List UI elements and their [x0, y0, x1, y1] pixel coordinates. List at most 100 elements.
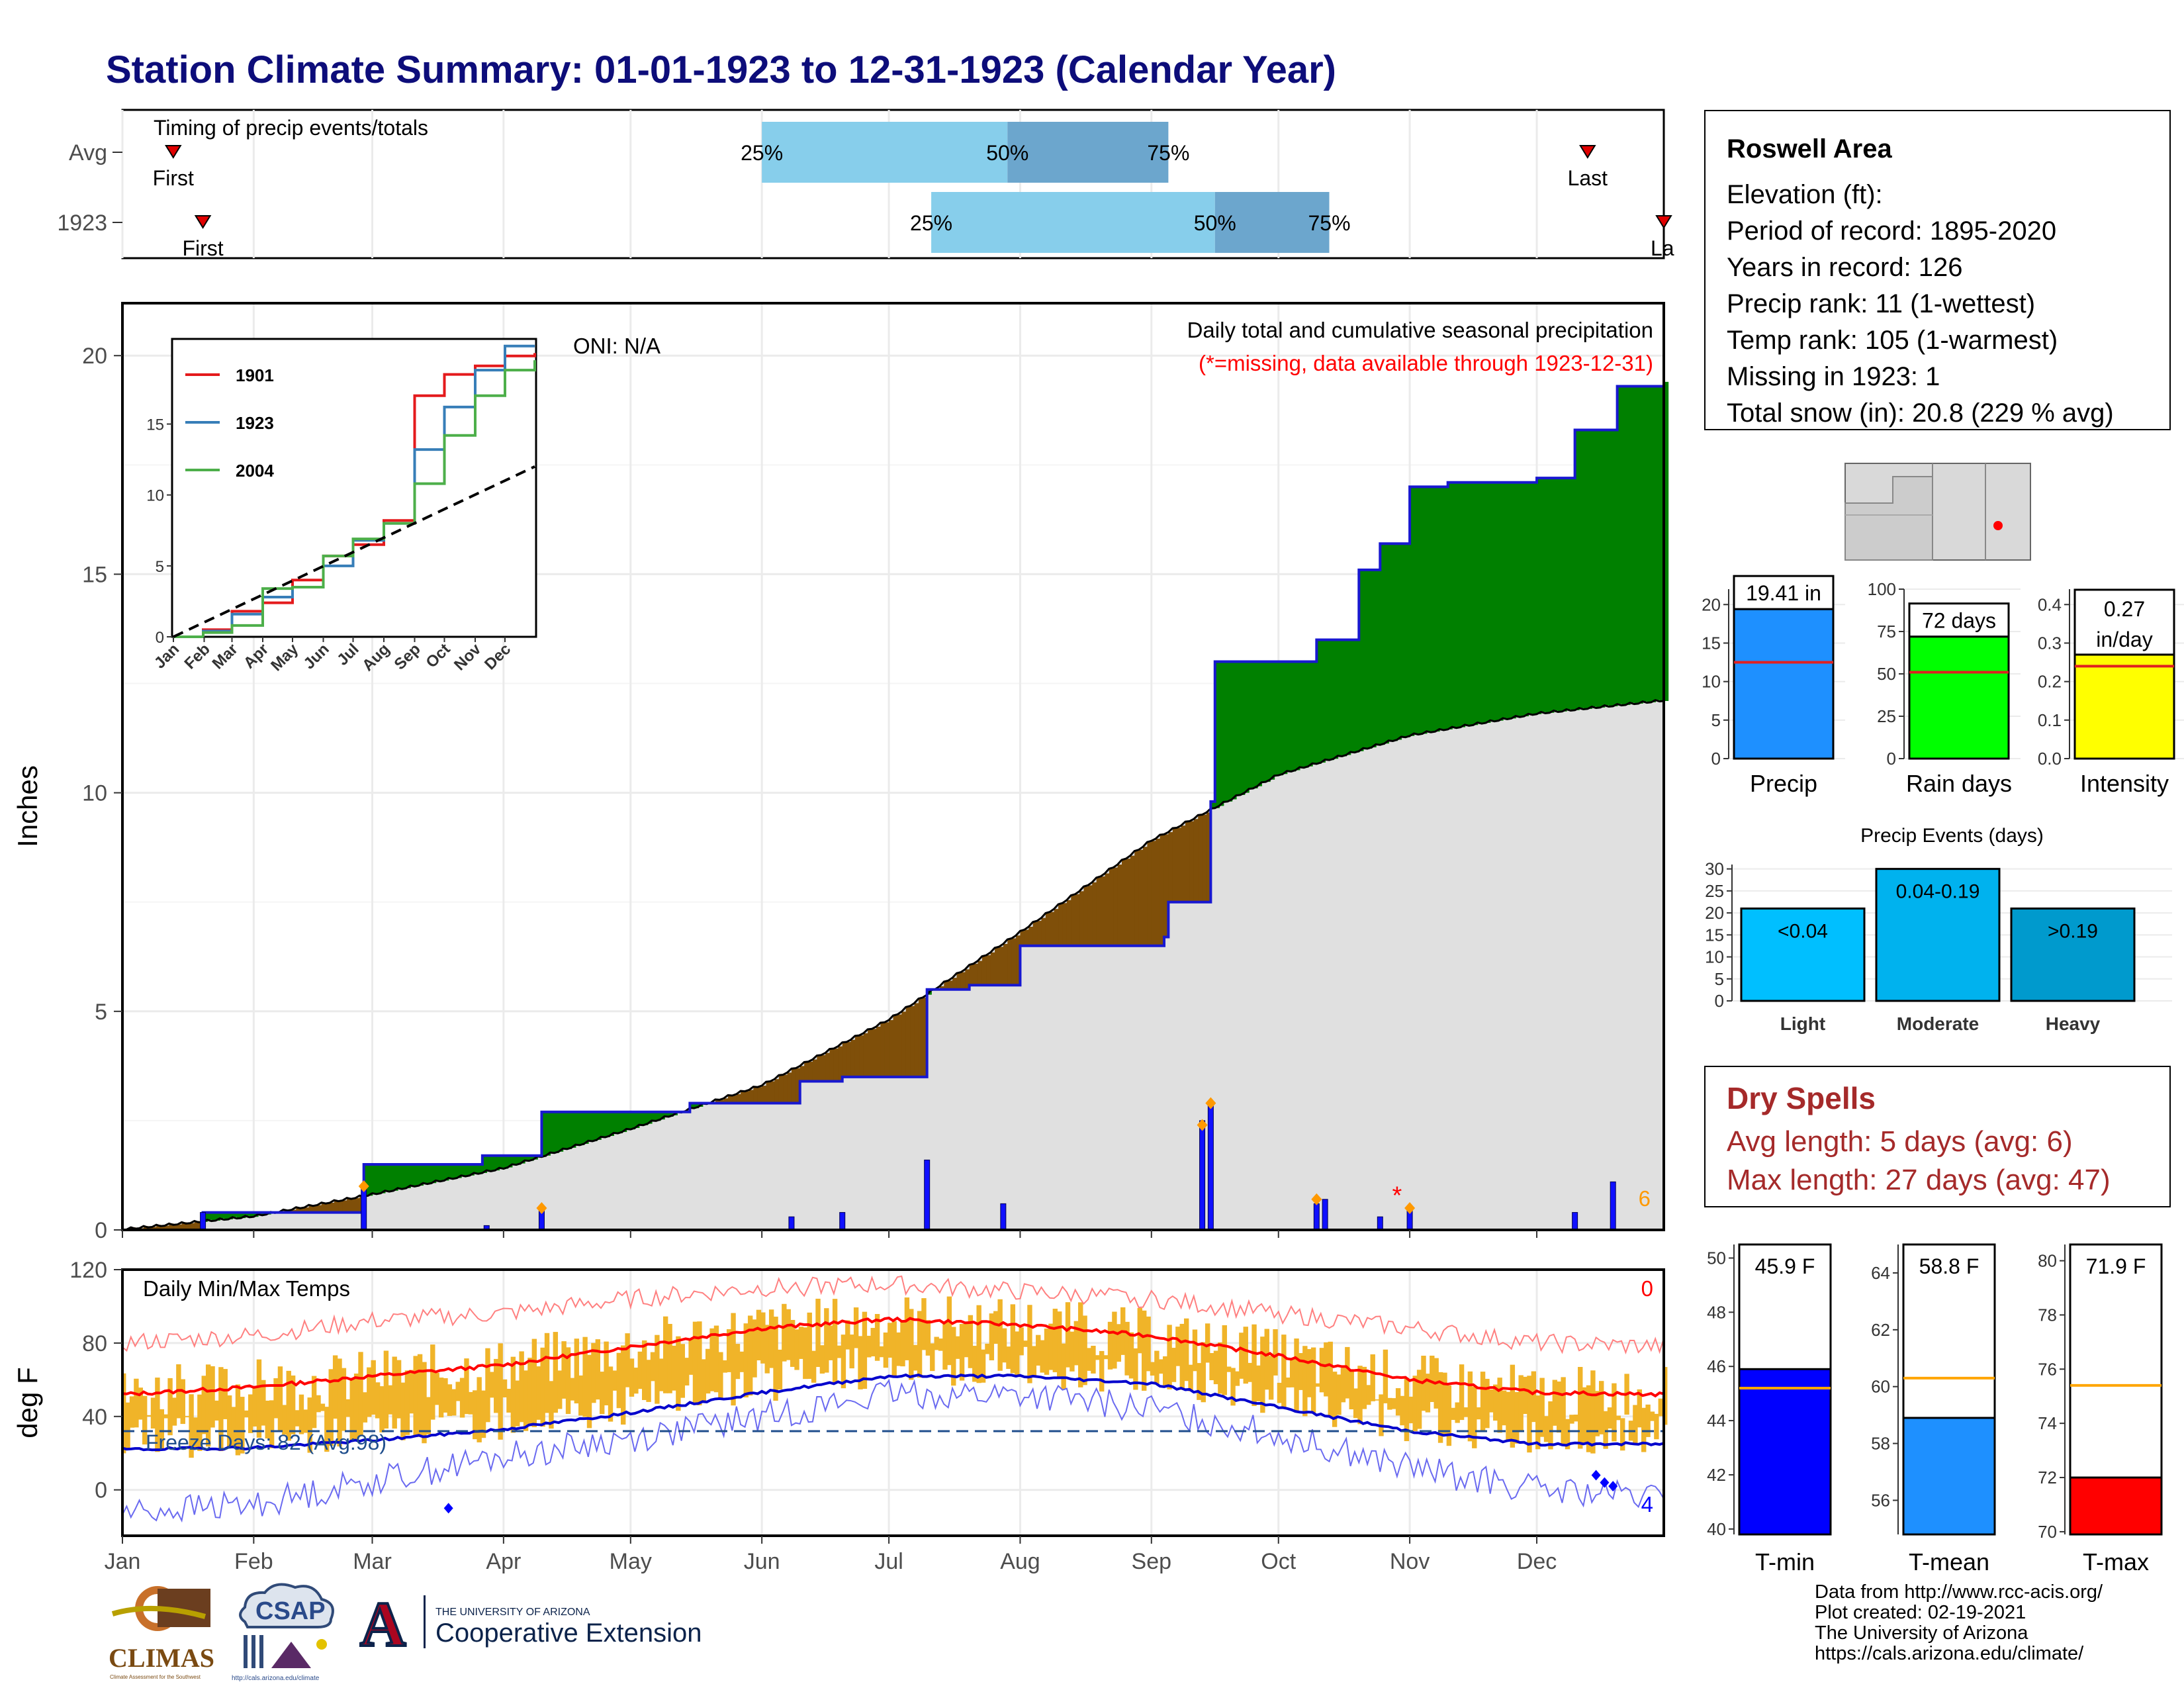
daily-temp-range-bar: [1044, 1328, 1050, 1375]
above-normal-fill: [1236, 661, 1241, 796]
daily-precip-bar: [1199, 1120, 1206, 1231]
above-normal-fill: [499, 1155, 504, 1168]
credit-data-source: Data from http://www.rcc-acis.org/: [1815, 1581, 2103, 1603]
daily-temp-range-bar: [396, 1360, 402, 1419]
below-normal-fill: [833, 1048, 839, 1082]
above-normal-fill: [614, 1111, 619, 1133]
above-normal-fill: [461, 1164, 467, 1176]
above-normal-fill: [1414, 487, 1419, 734]
daily-temp-range-bar: [125, 1402, 130, 1450]
below-normal-fill: [338, 1201, 343, 1213]
above-normal-fill: [406, 1164, 411, 1188]
daily-temp-range-bar: [489, 1372, 495, 1398]
daily-temp-range-bar: [1171, 1348, 1177, 1382]
timing-p75-label: 75%: [1308, 211, 1351, 235]
below-normal-fill: [796, 1068, 801, 1103]
daily-temp-range-bar: [1201, 1342, 1206, 1403]
below-normal-fill: [842, 1042, 847, 1077]
above-normal-fill: [1511, 482, 1516, 719]
daily-temp-range-bar: [477, 1377, 482, 1442]
summary-ytick-label: 75: [1877, 622, 1896, 641]
summary-bar-label: Precip: [1750, 770, 1817, 797]
daily-temp-range-bar: [565, 1347, 571, 1415]
below-normal-fill: [1028, 926, 1034, 946]
daily-precip-bar: [1313, 1203, 1320, 1231]
above-normal-fill: [1600, 430, 1606, 708]
events-bar: [1875, 868, 2001, 1002]
daily-temp-range-bar: [955, 1336, 960, 1359]
above-normal-fill: [1456, 482, 1461, 728]
temp-panel-title: Daily Min/Max Temps: [143, 1276, 350, 1301]
summary-value-unit: in/day: [2096, 628, 2152, 651]
daily-temp-range-bar: [324, 1407, 330, 1452]
above-normal-fill: [381, 1164, 386, 1194]
inset-ytick-label: 5: [156, 558, 164, 576]
daily-temp-range-bar: [604, 1341, 609, 1405]
above-normal-fill: [1363, 569, 1368, 749]
daily-temp-range-bar: [1302, 1346, 1308, 1417]
above-normal-fill: [559, 1111, 564, 1152]
above-normal-fill: [541, 1111, 547, 1157]
daily-temp-range-bar: [621, 1345, 626, 1425]
below-normal-fill: [783, 1074, 788, 1103]
temp-ytick-label: 120: [69, 1258, 107, 1283]
daily-temp-range-bar: [637, 1351, 643, 1389]
above-normal-fill: [490, 1155, 496, 1172]
above-normal-fill: [418, 1164, 424, 1186]
below-normal-fill: [1011, 938, 1017, 986]
daily-temp-range-bar: [248, 1394, 253, 1433]
daily-temp-range-bar: [1306, 1348, 1312, 1397]
below-normal-fill: [829, 1049, 835, 1082]
daily-temp-range-bar: [574, 1338, 580, 1404]
below-normal-fill: [164, 1225, 170, 1230]
precip-ytick-label: 0: [95, 1218, 107, 1243]
below-normal-fill: [723, 1098, 729, 1103]
below-normal-fill: [1198, 815, 1203, 902]
above-normal-fill: [1333, 639, 1339, 759]
above-normal-fill: [1494, 482, 1500, 722]
daily-temp-range-bar: [155, 1378, 160, 1452]
dry-spells-max: Max length: 27 days (avg: 47): [1727, 1164, 2111, 1196]
daily-temp-range-bar: [1158, 1359, 1163, 1374]
month-label: Mar: [353, 1549, 392, 1574]
below-normal-fill: [1071, 895, 1076, 946]
above-normal-fill: [368, 1164, 373, 1196]
daily-temp-range-bar: [811, 1350, 817, 1383]
daily-temp-range-bar: [138, 1387, 143, 1420]
above-normal-fill: [1325, 639, 1330, 760]
below-normal-fill: [1138, 849, 1144, 946]
daily-precip-bar: [361, 1186, 367, 1231]
above-normal-fill: [1371, 569, 1377, 748]
timing-first-marker: [164, 145, 182, 159]
below-normal-fill: [194, 1221, 199, 1230]
below-normal-fill: [177, 1224, 183, 1230]
month-label: Sep: [1132, 1549, 1172, 1574]
precip-panel-title: Daily total and cumulative seasonal prec…: [1187, 318, 1653, 342]
tempbar-ytick-label: 62: [1871, 1320, 1890, 1340]
daily-temp-range-bar: [930, 1343, 935, 1372]
daily-temp-range-bar: [400, 1382, 406, 1440]
daily-temp-range-bar: [1497, 1378, 1502, 1433]
csap-logo: CSAP http://cals.arizona.edu/climate: [232, 1583, 334, 1682]
daily-temp-range-bar: [1213, 1350, 1219, 1385]
tempbar-ytick-label: 40: [1707, 1519, 1726, 1539]
below-normal-fill: [778, 1075, 784, 1103]
daily-temp-range-bar: [1446, 1385, 1452, 1446]
below-normal-fill: [978, 961, 983, 986]
daily-temp-range-bar: [1370, 1354, 1375, 1401]
daily-temp-range-bar: [1218, 1342, 1223, 1394]
above-normal-fill: [588, 1111, 594, 1141]
below-normal-fill: [1147, 842, 1152, 946]
below-normal-fill: [1041, 917, 1046, 946]
daily-temp-range-bar: [527, 1358, 533, 1427]
month-label: Feb: [234, 1549, 273, 1574]
below-normal-fill: [1092, 882, 1097, 946]
daily-temp-range-bar: [1361, 1366, 1367, 1409]
daily-temp-range-bar: [1124, 1321, 1130, 1376]
daily-temp-range-bar: [1349, 1370, 1354, 1409]
daily-temp-range-bar: [1015, 1331, 1020, 1375]
daily-temp-range-bar: [451, 1389, 457, 1416]
above-normal-fill: [457, 1164, 462, 1178]
below-normal-fill: [1101, 876, 1106, 946]
daily-temp-range-bar: [1137, 1308, 1143, 1354]
